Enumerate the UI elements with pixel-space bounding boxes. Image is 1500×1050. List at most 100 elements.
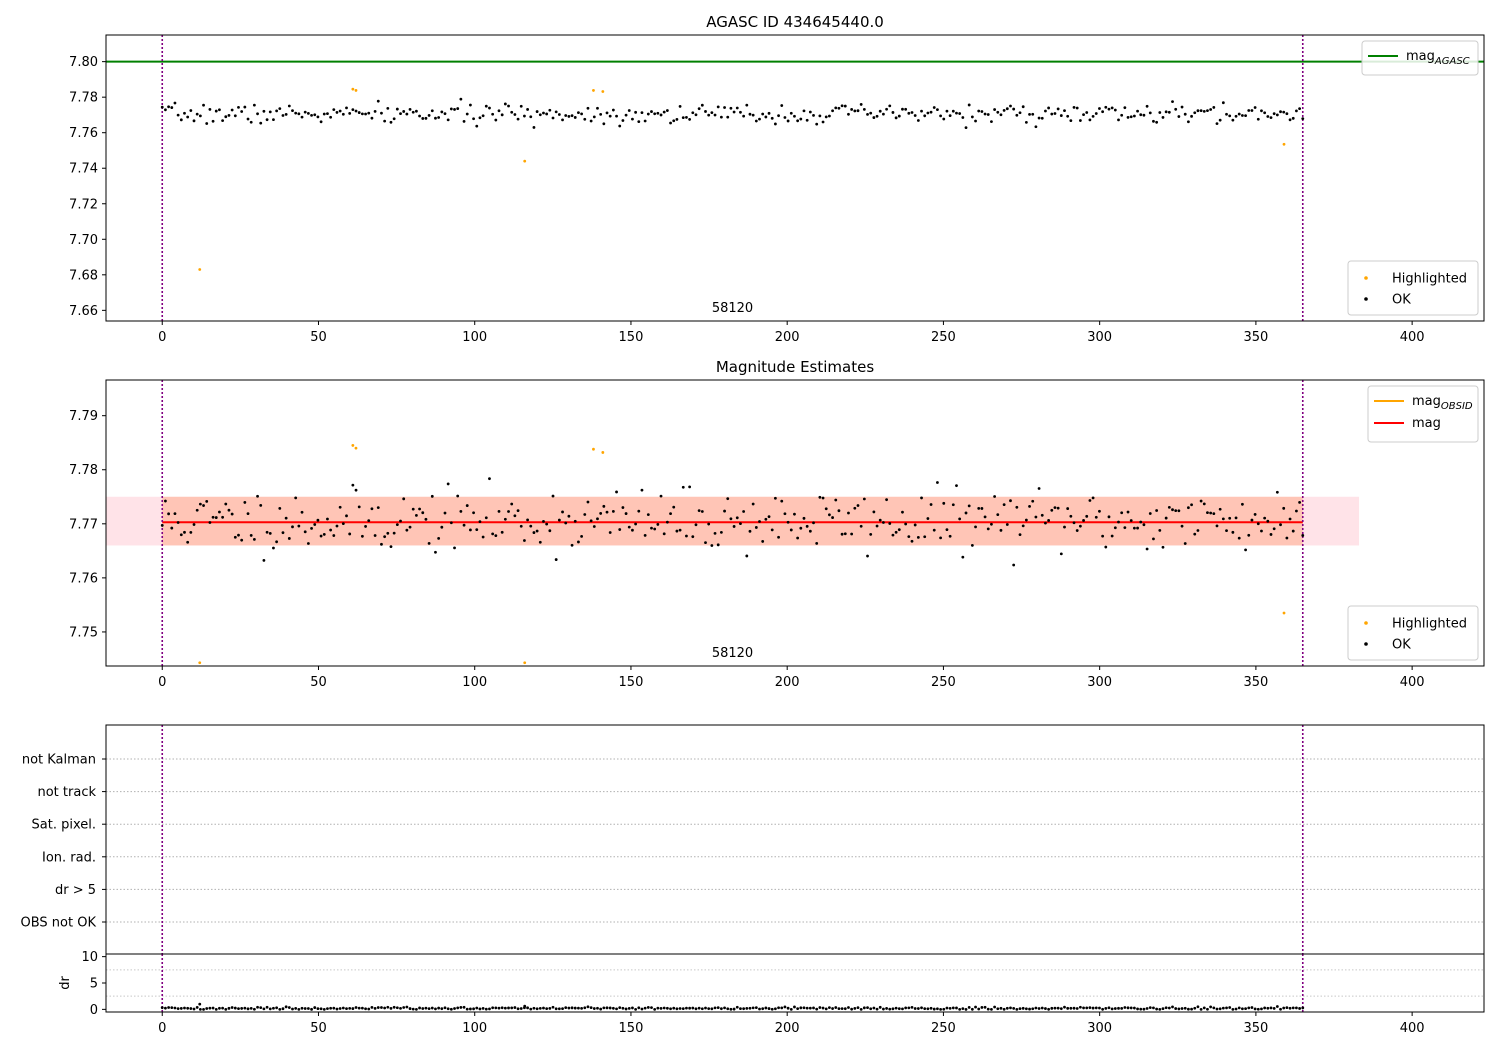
dr-point — [729, 1007, 733, 1011]
ok-point — [1190, 503, 1193, 507]
category-label: dr > 5 — [55, 883, 96, 898]
ok-point — [942, 117, 946, 121]
ok-point — [583, 513, 587, 516]
ytick-label: 7.76 — [69, 571, 98, 586]
dr-point — [793, 1005, 796, 1009]
ok-point — [1107, 107, 1111, 111]
ok-point — [523, 539, 526, 542]
ok-point — [1215, 524, 1219, 528]
ok-point — [907, 535, 911, 539]
ytick-label: 7.78 — [69, 463, 98, 478]
ok-point — [214, 516, 218, 519]
dr-point — [742, 1007, 746, 1011]
ok-point — [1272, 112, 1276, 116]
ok-point — [1285, 536, 1289, 540]
dr-point — [897, 1007, 901, 1011]
dr-point — [796, 1007, 800, 1011]
dr-point — [1180, 1007, 1184, 1010]
ok-point — [716, 105, 720, 109]
ok-point — [872, 510, 876, 514]
xtick-label: 200 — [775, 330, 800, 345]
dr-point — [993, 1005, 997, 1009]
ok-point — [1145, 104, 1149, 108]
dr-point — [691, 1006, 695, 1010]
ok-point — [789, 528, 793, 532]
ok-point — [1028, 504, 1031, 508]
ok-point — [545, 522, 549, 526]
ok-point — [592, 115, 596, 119]
dr-point — [360, 1006, 364, 1010]
ok-point — [1059, 114, 1063, 117]
ok-point — [707, 113, 711, 117]
ok-point — [297, 112, 301, 116]
ok-point — [1040, 116, 1044, 120]
dr-point — [179, 1007, 183, 1010]
ok-point — [862, 107, 866, 111]
ok-point — [901, 510, 904, 514]
ok-point — [462, 119, 466, 123]
ok-point — [453, 108, 456, 111]
panel-2: 0 50 100 150 200 250 300 350 400 7.75 7.76 7.77 7.78… — [69, 358, 1485, 690]
ok-point — [999, 528, 1003, 532]
dr-point — [700, 1007, 704, 1011]
dr-point — [265, 1005, 269, 1009]
dr-point — [554, 1007, 558, 1011]
ok-point — [748, 529, 752, 533]
ok-point — [910, 539, 914, 543]
plot-area — [106, 725, 1484, 954]
ok-point — [1279, 110, 1282, 114]
dr-point — [1075, 1007, 1079, 1010]
ok-point — [818, 495, 822, 499]
ok-point — [354, 488, 358, 492]
dr-point — [739, 1007, 742, 1011]
dr-point — [1145, 1007, 1149, 1010]
ok-point — [259, 121, 263, 125]
ok-point — [218, 108, 221, 112]
dr-point — [287, 1006, 291, 1009]
ok-point — [310, 526, 313, 530]
ok-point — [573, 519, 577, 523]
ok-point — [411, 507, 415, 511]
ok-point — [462, 523, 466, 527]
dr-point — [1218, 1007, 1222, 1011]
dr-point — [831, 1007, 834, 1010]
ok-point — [500, 113, 504, 117]
dr-point — [443, 1006, 447, 1010]
ok-point — [853, 109, 857, 113]
ok-point — [615, 490, 618, 494]
ok-point — [1142, 113, 1146, 117]
dr-point — [1059, 1007, 1063, 1011]
legend-label-base: mag — [1412, 394, 1441, 409]
ok-point — [837, 509, 841, 513]
ok-point — [164, 499, 167, 503]
ok-point — [421, 117, 425, 120]
dr-point — [1012, 1006, 1016, 1010]
ok-point — [577, 111, 580, 115]
ok-point — [777, 535, 780, 539]
ytick-label: 7.76 — [69, 126, 98, 141]
category-label: not track — [37, 785, 96, 800]
dr-point — [761, 1007, 765, 1011]
ok-point — [1113, 526, 1117, 530]
ok-point — [1158, 111, 1162, 114]
ok-point — [1044, 521, 1047, 525]
ok-point — [421, 511, 425, 515]
highlighted-point — [351, 87, 355, 91]
ok-point — [920, 109, 923, 113]
legend-label-base: mag — [1406, 49, 1435, 64]
dr-point — [427, 1007, 431, 1011]
ok-point — [430, 494, 434, 498]
dr-point — [1136, 1007, 1139, 1011]
category-label: Sat. pixel. — [32, 818, 96, 833]
dr-point — [306, 1007, 310, 1010]
dr-point — [316, 1007, 320, 1011]
ok-point — [885, 107, 888, 111]
dr-point — [843, 1007, 847, 1011]
ok-point — [415, 109, 418, 113]
ok-point — [707, 522, 711, 526]
dr-point — [678, 1007, 682, 1010]
ok-point — [268, 531, 272, 535]
ok-point — [910, 111, 914, 114]
ok-point — [1059, 552, 1063, 556]
ok-point — [411, 110, 415, 114]
